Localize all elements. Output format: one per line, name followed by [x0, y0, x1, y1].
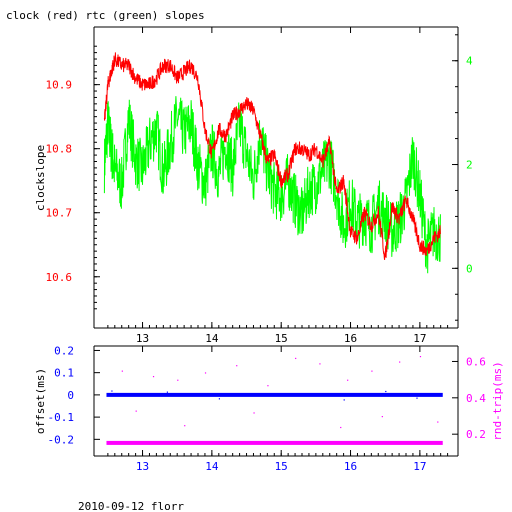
rndtrip-outlier-point [381, 416, 383, 418]
rndtrip-outlier-point [184, 425, 186, 427]
chart-title: clock (red) rtc (green) slopes [6, 9, 205, 22]
y-tick-label-right: 0 [466, 262, 473, 275]
rndtrip-outlier-point [295, 357, 297, 360]
rndtrip-outlier-point [371, 370, 373, 372]
offset-ticks: 13 14 15 16 17 -0.2 -0.1 0 0.1 0.2 0.2 0.4 0.6 [48, 344, 487, 473]
y-tick-label-left: 10.8 [46, 143, 73, 156]
x-tick-label: 14 [205, 460, 219, 473]
y-axis-label-right: rnd-trip(ms) [491, 361, 504, 440]
y-tick-label-left: 0 [67, 389, 74, 402]
x-tick-label: 17 [413, 332, 426, 345]
rndtrip-outlier-point [121, 370, 123, 372]
y-tick-label-left: -0.1 [48, 411, 75, 424]
y-axis-label-left: clockslope [34, 145, 47, 211]
x-tick-label: 16 [344, 460, 357, 473]
rndtrip-outlier-point [399, 361, 401, 363]
slopes-panel: 13 14 15 16 17 10.6 10.7 10.8 10.9 0 2 4 clockslope [34, 26, 473, 345]
y-tick-label-right: 0.2 [466, 428, 486, 441]
y-tick-label-left: 10.7 [46, 207, 73, 220]
rndtrip-outlier-point [267, 385, 269, 387]
x-tick-label: 13 [136, 332, 149, 345]
rndtrip-band [106, 440, 443, 445]
y-tick-label-right: 0.4 [466, 392, 486, 405]
rtc-series-line [103, 96, 441, 274]
y-tick-label-left: 0.1 [54, 367, 74, 380]
offset-outlier-point [343, 399, 345, 401]
rndtrip-outlier-point [347, 379, 349, 381]
clock-series-line [103, 52, 441, 260]
footer-label: 2010-09-12 florr [78, 500, 184, 512]
offset-outlier-point [111, 390, 113, 392]
slopes-marks [103, 52, 441, 274]
rndtrip-outlier-point [319, 363, 321, 365]
offset-panel: 13 14 15 16 17 -0.2 -0.1 0 0.1 0.2 0.2 0.4 0.6 offse… [34, 344, 504, 473]
rndtrip-outlier-point [152, 376, 155, 378]
offset-outlier-point [166, 391, 168, 393]
rndtrip-outlier-point [340, 426, 342, 429]
y-axis-label-left: offset(ms) [34, 368, 47, 434]
x-tick-label: 17 [413, 460, 426, 473]
y-tick-label-left: -0.2 [48, 433, 75, 446]
x-tick-label: 15 [275, 460, 288, 473]
offset-outlier-point [416, 397, 418, 399]
x-tick-label: 14 [205, 332, 219, 345]
x-tick-label: 13 [136, 460, 149, 473]
rndtrip-outlier-point [135, 410, 137, 412]
rndtrip-outlier-point [177, 379, 179, 381]
offset-outlier-point [218, 398, 220, 400]
y-tick-label-right: 0.6 [466, 355, 486, 368]
rndtrip-outlier-point [236, 365, 238, 367]
rndtrip-outlier-point [204, 372, 207, 374]
rndtrip-outlier-point [419, 356, 422, 358]
offset-band [106, 392, 443, 397]
x-tick-label: 16 [344, 332, 357, 345]
y-tick-label-left: 0.2 [54, 344, 74, 357]
x-tick-label: 15 [275, 332, 288, 345]
y-tick-label-right: 4 [466, 55, 473, 68]
offset-outlier-point [385, 390, 387, 393]
y-tick-label-left: 10.9 [46, 79, 73, 92]
slopes-ticks: 13 14 15 16 17 10.6 10.7 10.8 10.9 0 2 4 [46, 27, 473, 345]
rndtrip-outlier-point [437, 421, 439, 423]
y-tick-label-right: 2 [466, 159, 473, 172]
rndtrip-outlier-point [253, 412, 255, 414]
y-tick-label-left: 10.6 [46, 271, 73, 284]
offset-marks [106, 356, 443, 445]
